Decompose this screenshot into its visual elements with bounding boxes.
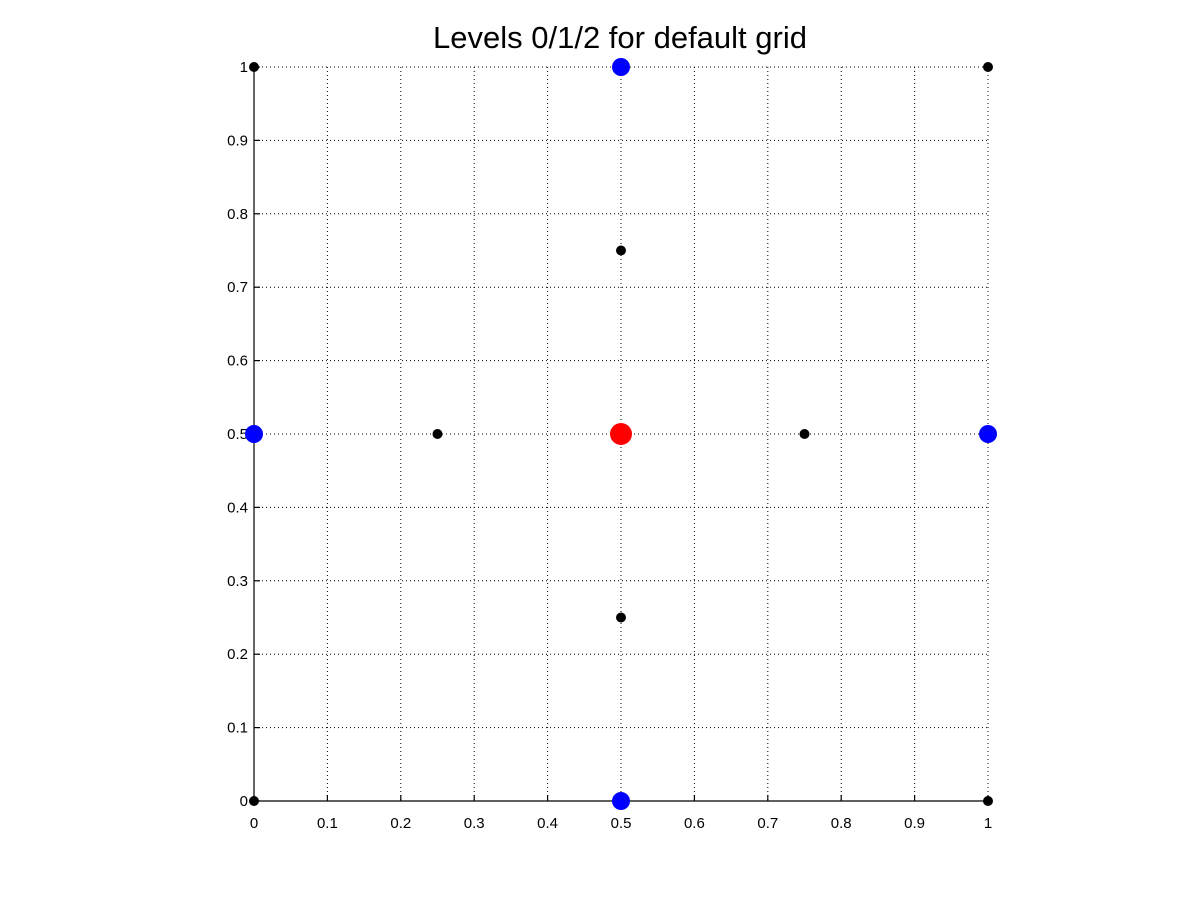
tick-labels: 0 0.1 0.2 0.3 0.4 0.5 0.6 0.7 0.8 0.9 1 0 0.1 0.2 0.3 0… bbox=[227, 59, 992, 832]
y-tick-label: 0.5 bbox=[227, 426, 248, 443]
x-tick-label: 0.6 bbox=[684, 815, 705, 832]
y-tick-label: 0.7 bbox=[227, 279, 248, 296]
y-tick-label: 0.1 bbox=[227, 720, 248, 737]
x-tick-label: 0 bbox=[250, 815, 258, 832]
data-point bbox=[249, 62, 259, 72]
x-tick-label: 0.8 bbox=[831, 815, 852, 832]
y-tick-label: 0.6 bbox=[227, 353, 248, 370]
data-point bbox=[249, 796, 259, 806]
y-tick-label: 0.2 bbox=[227, 646, 248, 663]
y-tick-label: 0.8 bbox=[227, 206, 248, 223]
x-tick-label: 1 bbox=[984, 815, 992, 832]
data-points bbox=[245, 58, 997, 810]
y-tick-label: 0.4 bbox=[227, 499, 248, 516]
y-tick-label: 1 bbox=[240, 59, 248, 76]
x-tick-label: 0.1 bbox=[317, 815, 338, 832]
data-point bbox=[616, 612, 626, 623]
y-tick-label: 0.3 bbox=[227, 573, 248, 590]
x-tick-label: 0.3 bbox=[464, 815, 485, 832]
y-tick-label: 0.9 bbox=[227, 132, 248, 149]
x-tick-label: 0.2 bbox=[390, 815, 411, 832]
data-point bbox=[245, 425, 263, 443]
data-point bbox=[979, 425, 997, 443]
chart-title: Levels 0/1/2 for default grid bbox=[433, 20, 807, 55]
data-point bbox=[610, 423, 632, 445]
data-point bbox=[612, 58, 630, 76]
y-tick-label: 0 bbox=[240, 793, 248, 810]
x-tick-label: 0.9 bbox=[904, 815, 925, 832]
data-point bbox=[432, 429, 443, 439]
x-tick-label: 0.7 bbox=[757, 815, 778, 832]
data-point bbox=[612, 792, 630, 810]
data-point bbox=[616, 245, 626, 256]
data-point bbox=[983, 796, 993, 806]
data-point bbox=[983, 62, 993, 72]
x-tick-label: 0.5 bbox=[611, 815, 632, 832]
data-point bbox=[799, 429, 810, 439]
x-tick-label: 0.4 bbox=[537, 815, 558, 832]
